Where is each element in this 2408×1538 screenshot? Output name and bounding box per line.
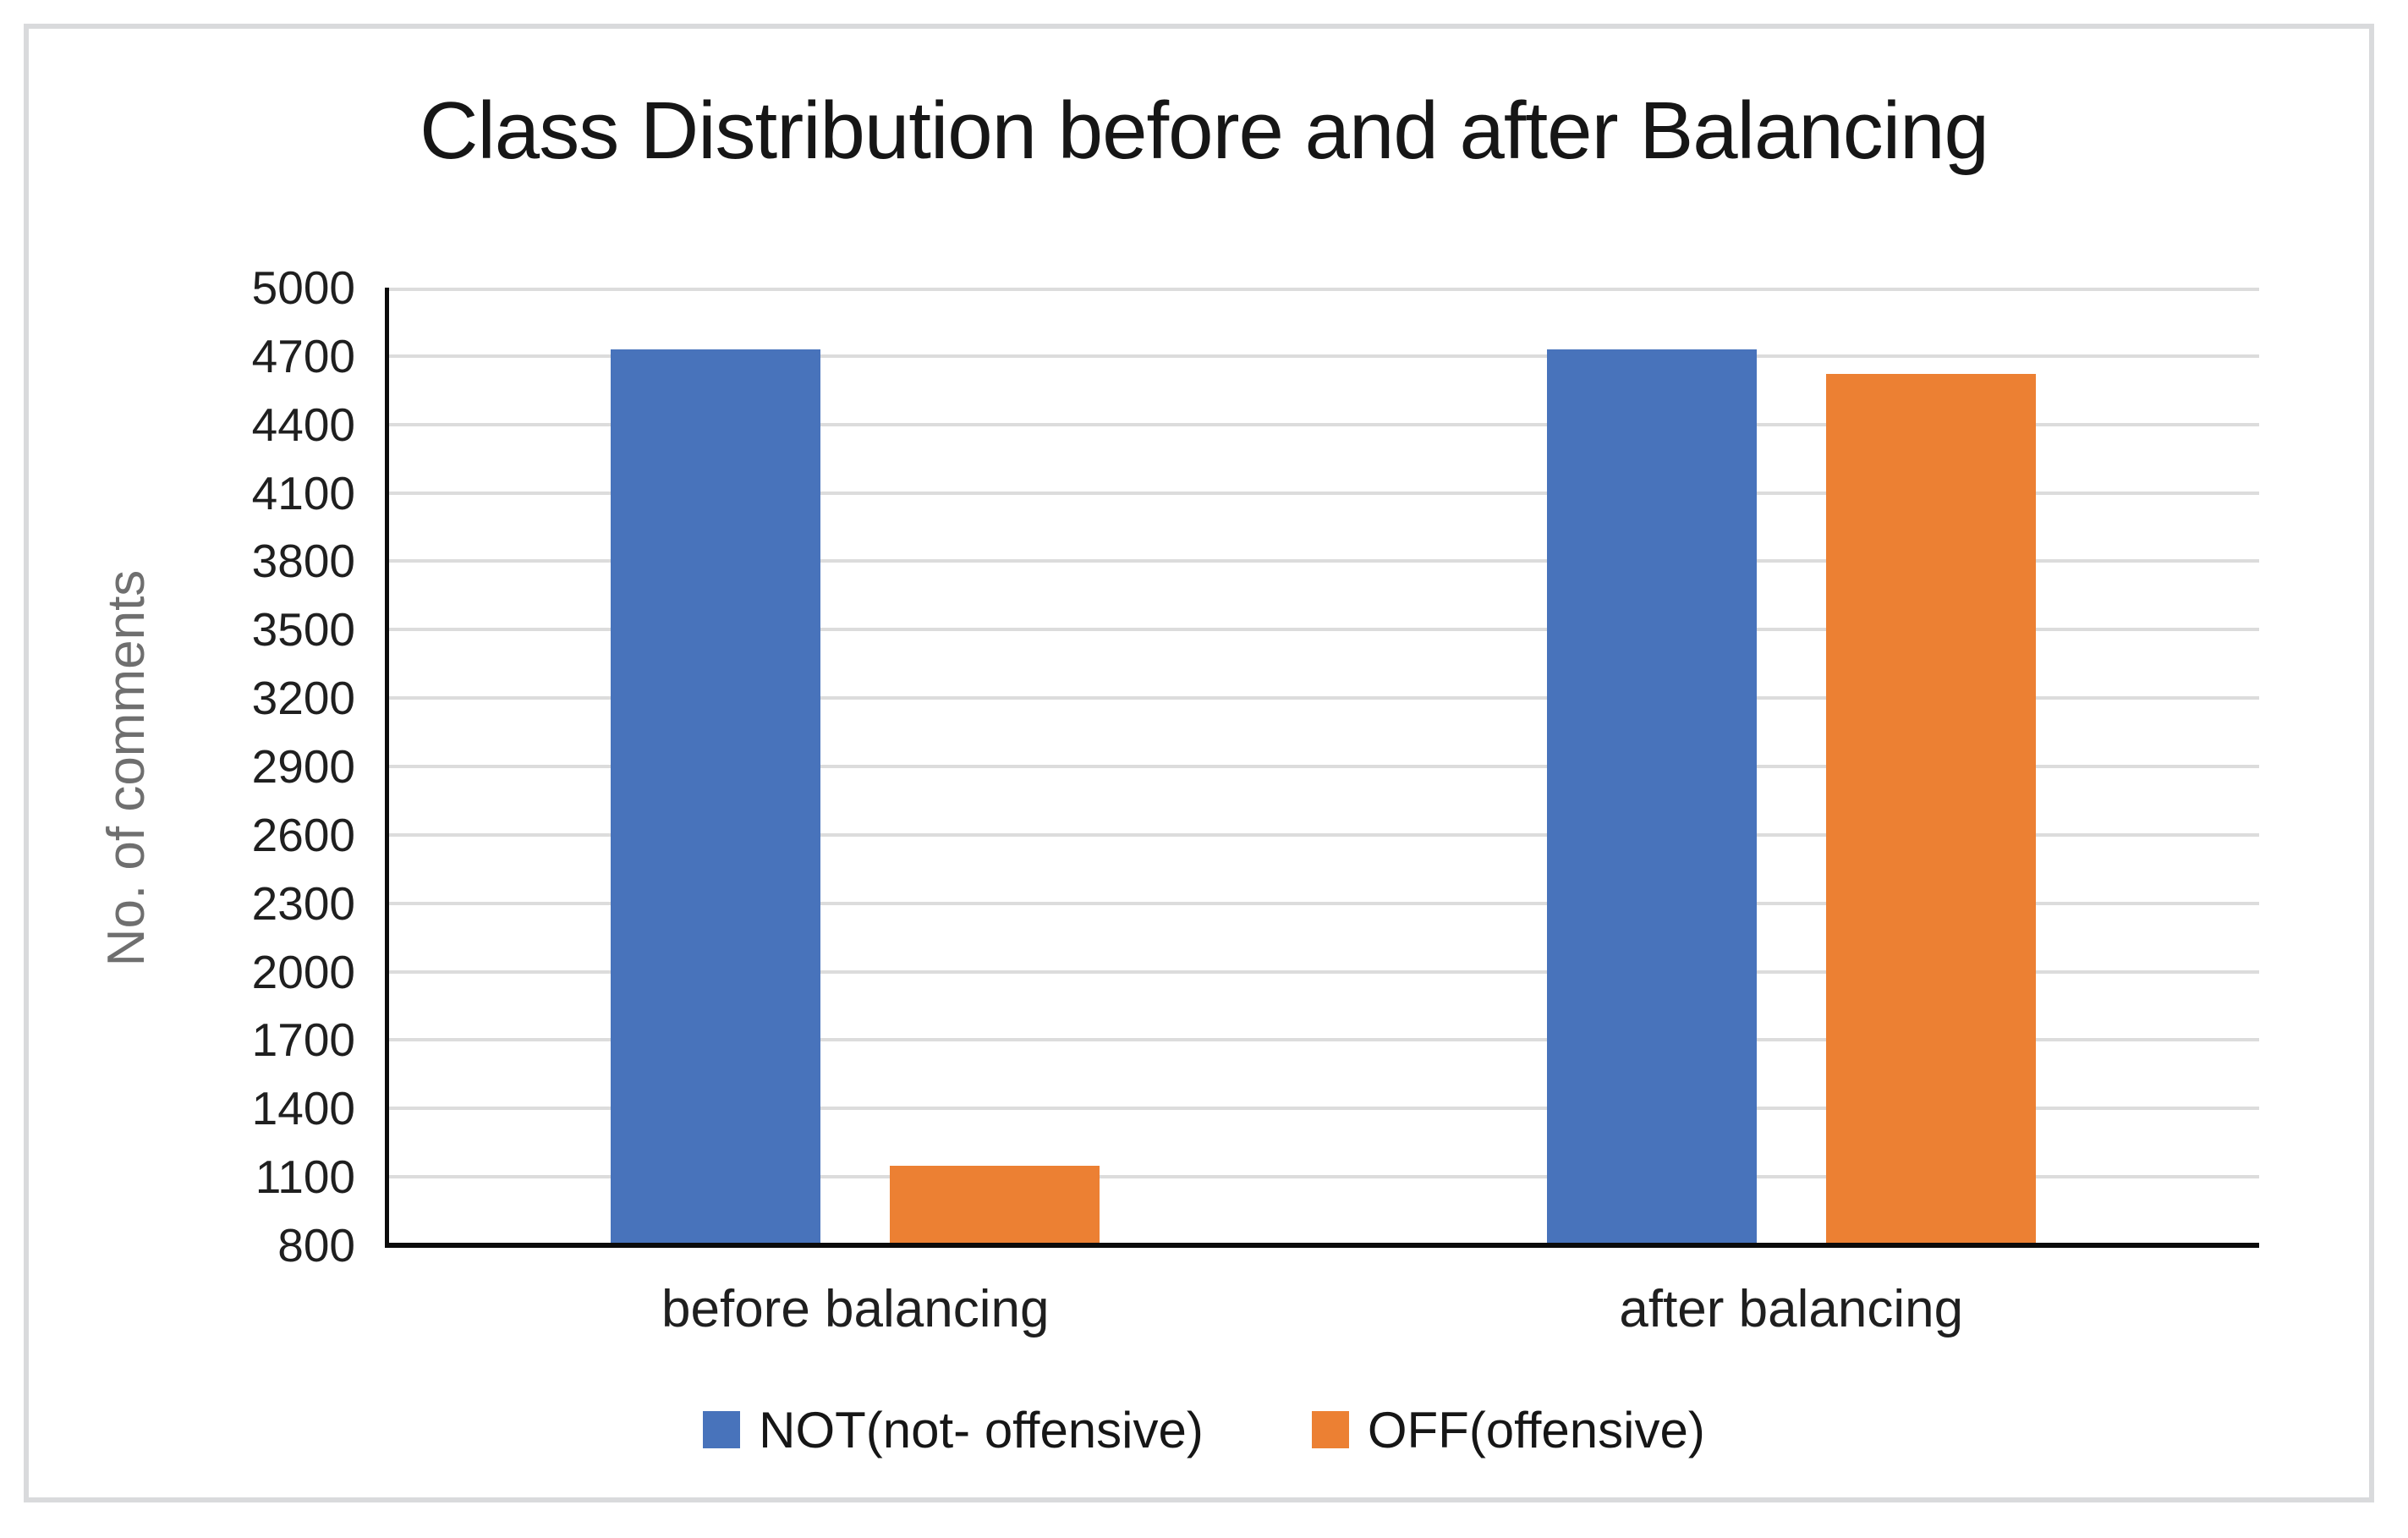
y-tick-label-2600: 2600 (251, 808, 355, 861)
chart-border-frame (24, 24, 2374, 1502)
y-tick-label-3500: 3500 (251, 603, 355, 656)
y-tick-label-4400: 4400 (251, 398, 355, 451)
legend-label-not: NOT(not- offensive) (759, 1401, 1204, 1458)
gridline-4100 (387, 491, 2259, 495)
gridline-2000 (387, 969, 2259, 974)
gridline-1700 (387, 1038, 2259, 1042)
bar-not-after (1546, 349, 1757, 1245)
legend: NOT(not- offensive) OFF(offensive) (0, 1401, 2408, 1458)
y-tick-label-2000: 2000 (251, 945, 355, 998)
legend-swatch-not (703, 1411, 741, 1448)
y-tick-label-3800: 3800 (251, 535, 355, 588)
y-axis-line (385, 288, 389, 1245)
gridline-1100 (387, 1175, 2259, 1179)
y-tick-label-2300: 2300 (251, 876, 355, 930)
gridline-3800 (387, 559, 2259, 563)
legend-label-off: OFF(offensive) (1367, 1401, 1705, 1458)
y-tick-label-4100: 4100 (251, 466, 355, 519)
y-tick-label-3200: 3200 (251, 672, 355, 725)
gridline-1400 (387, 1107, 2259, 1111)
y-tick-label-1400: 1400 (251, 1082, 355, 1135)
legend-item-not: NOT(not- offensive) (703, 1401, 1204, 1458)
y-tick-label-5000: 5000 (251, 261, 355, 314)
x-axis-line (385, 1243, 2259, 1248)
y-tick-label-2900: 2900 (251, 740, 355, 793)
gridline-2300 (387, 901, 2259, 905)
bar-off-before (890, 1165, 1100, 1245)
gridline-3500 (387, 628, 2259, 632)
gridline-2900 (387, 765, 2259, 768)
gridline-4700 (387, 354, 2259, 358)
y-tick-label-4700: 4700 (251, 329, 355, 382)
gridline-5000 (387, 288, 2259, 291)
legend-item-off: OFF(offensive) (1311, 1401, 1705, 1458)
y-tick-label-1100: 1100 (255, 1151, 355, 1204)
gridline-2600 (387, 832, 2259, 837)
gridline-4400 (387, 422, 2259, 426)
plot-area (385, 288, 2259, 1248)
y-tick-label-1700: 1700 (251, 1013, 355, 1067)
x-category-label-before: before balancing (661, 1280, 1050, 1338)
legend-swatch-off (1311, 1411, 1349, 1448)
bar-not-before (611, 349, 821, 1245)
gridline-3200 (387, 696, 2259, 700)
bar-off-after (1825, 374, 2036, 1245)
x-category-label-after: after balancing (1619, 1280, 1964, 1338)
y-tick-label-800: 800 (277, 1219, 355, 1272)
chart-title: Class Distribution before and after Bala… (420, 85, 1989, 176)
